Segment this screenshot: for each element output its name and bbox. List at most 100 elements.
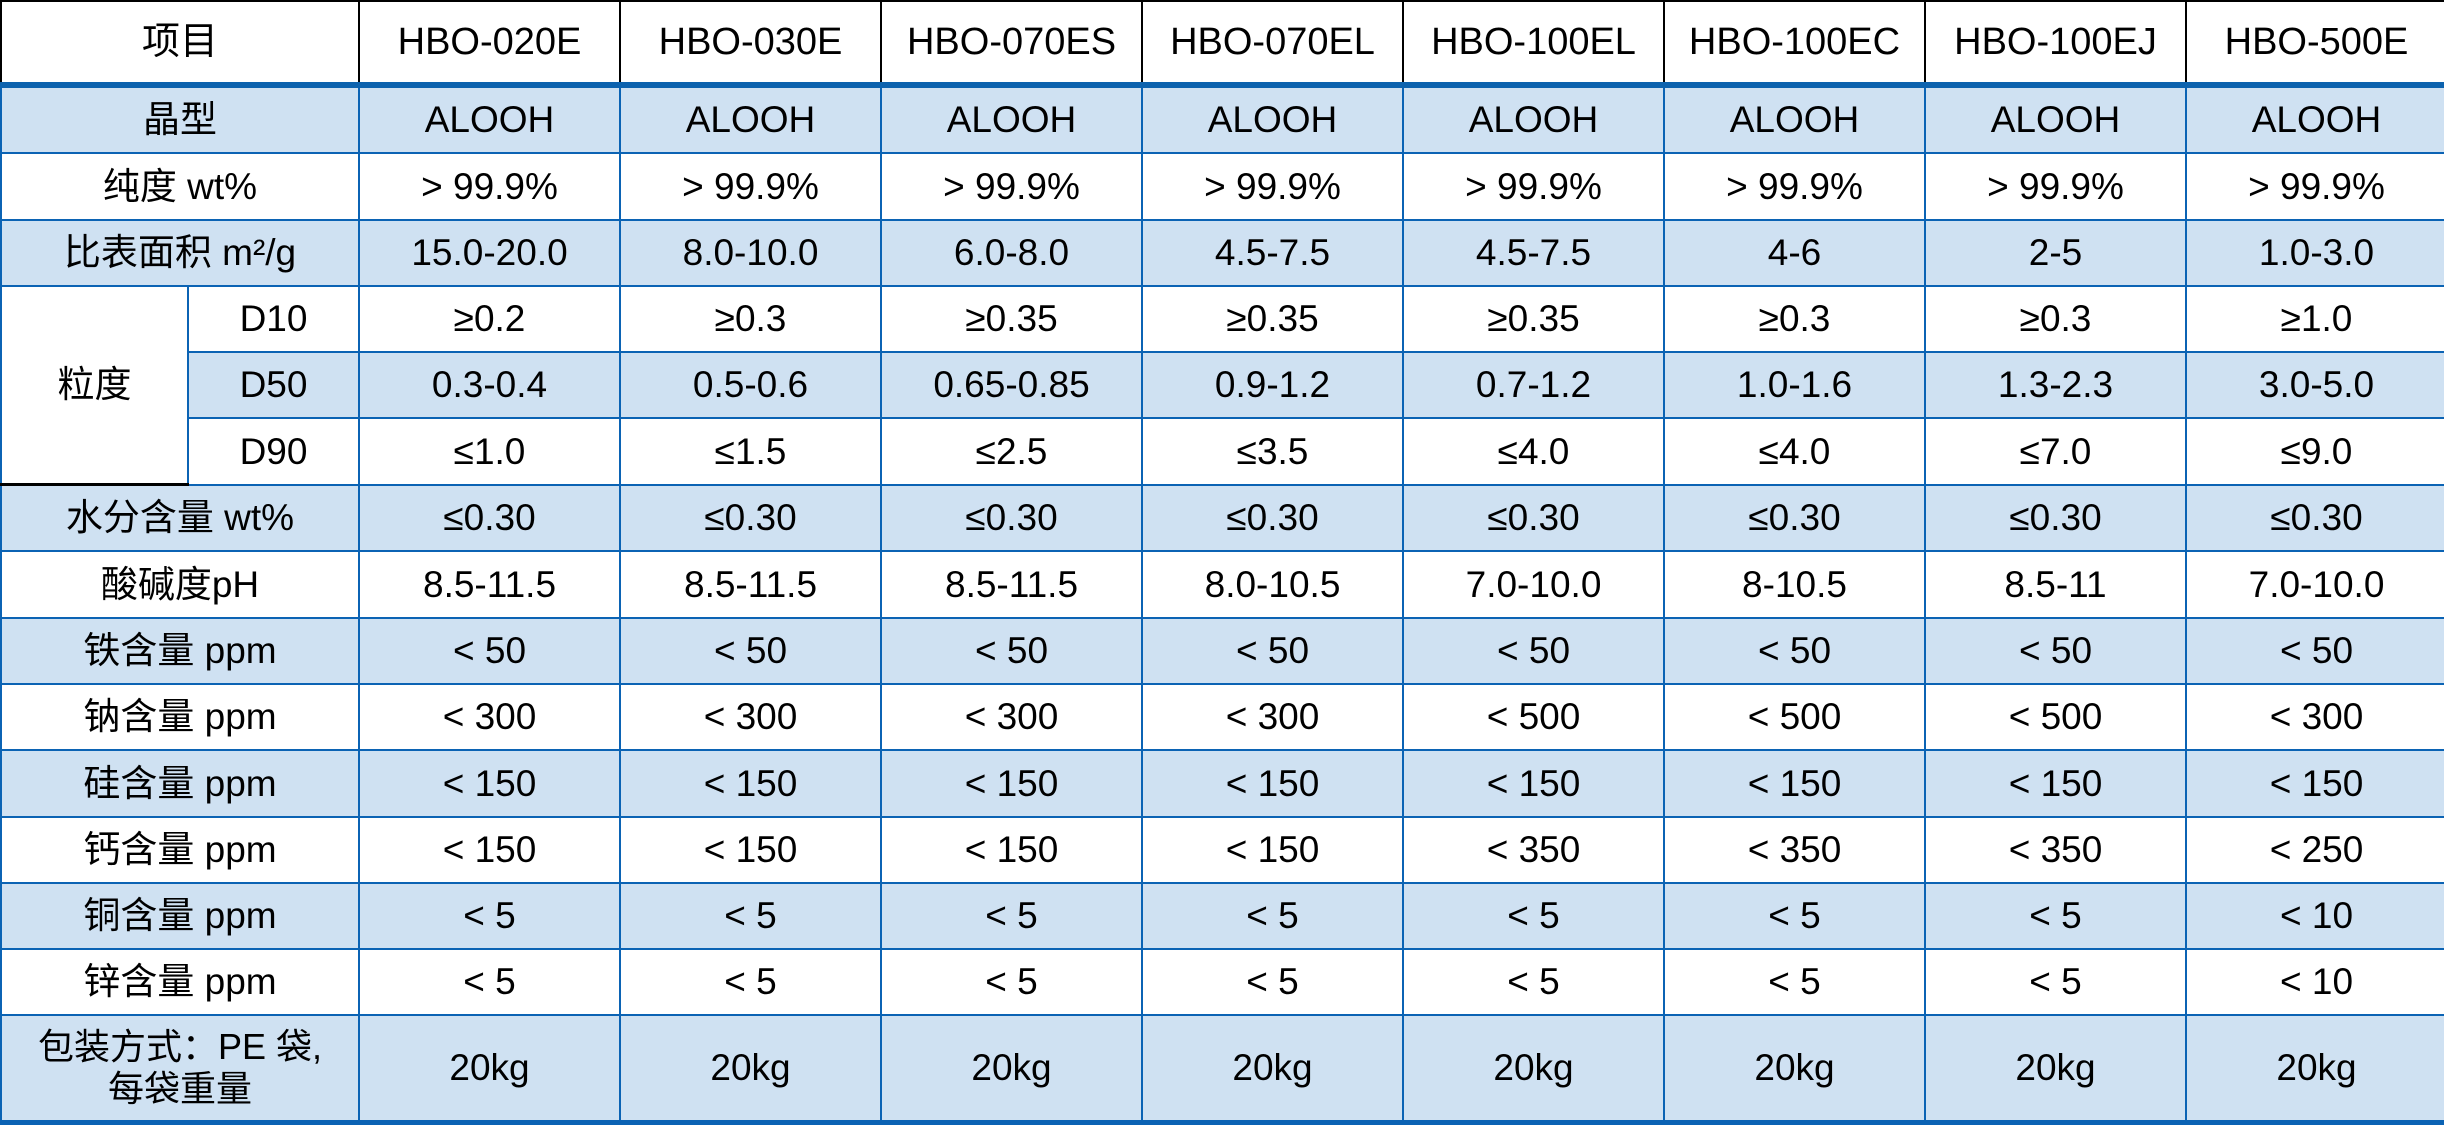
value-cell: < 150 xyxy=(1402,749,1666,818)
value-cell: ≤0.30 xyxy=(2185,483,2444,553)
value-cell: 2-5 xyxy=(1924,218,2188,287)
value-cell: > 99.9% xyxy=(619,152,883,221)
value-cell: ALOOH xyxy=(1924,83,2188,155)
value-cell: < 300 xyxy=(2185,682,2444,752)
value-cell: 1.0-1.6 xyxy=(1663,351,1927,420)
value-cell: < 5 xyxy=(358,881,622,951)
value-cell: < 150 xyxy=(1141,815,1405,884)
value-cell: < 10 xyxy=(2185,881,2444,951)
value-cell: < 50 xyxy=(619,616,883,685)
value-cell: ≤0.30 xyxy=(1924,483,2188,553)
value-cell: ≤0.30 xyxy=(1663,483,1927,553)
value-cell: ≤2.5 xyxy=(880,417,1144,486)
value-cell: ≤0.30 xyxy=(619,483,883,553)
header-cell-product: HBO-100EC xyxy=(1663,0,1927,88)
row-label: 钠含量 ppm xyxy=(0,682,361,752)
value-cell: ≤0.30 xyxy=(880,483,1144,553)
value-cell: < 5 xyxy=(1402,881,1666,951)
value-cell: ≥0.2 xyxy=(358,284,622,354)
row-label: 包装方式：PE 袋, 每袋重量 xyxy=(0,1014,361,1125)
value-cell: 7.0-10.0 xyxy=(1402,550,1666,619)
value-cell: < 150 xyxy=(1141,749,1405,818)
value-cell: < 150 xyxy=(1924,749,2188,818)
value-cell: 20kg xyxy=(1663,1014,1927,1125)
value-cell: < 5 xyxy=(1663,948,1927,1017)
value-cell: < 50 xyxy=(358,616,622,685)
value-cell: 1.3-2.3 xyxy=(1924,351,2188,420)
row-label: 水分含量 wt% xyxy=(0,483,361,553)
header-row: 项目 HBO-020E HBO-030E HBO-070ES HBO-070EL HBO-… xyxy=(0,0,2444,88)
value-cell: ≤7.0 xyxy=(1924,417,2188,486)
table-row: 比表面积 m²/g 15.0-20.0 8.0-10.0 6.0-8.0 4.5-7.5… xyxy=(0,218,2444,287)
value-cell: < 150 xyxy=(358,815,622,884)
table-row: 晶型 ALOOH ALOOH ALOOH ALOOH ALOOH ALOOH ALOOH ALO… xyxy=(0,83,2444,155)
value-cell: < 50 xyxy=(1924,616,2188,685)
value-cell: < 5 xyxy=(619,948,883,1017)
value-cell: 20kg xyxy=(358,1014,622,1125)
row-label: 锌含量 ppm xyxy=(0,948,361,1017)
table-header: 项目 HBO-020E HBO-030E HBO-070ES HBO-070EL HBO-… xyxy=(0,0,2444,88)
value-cell: < 500 xyxy=(1402,682,1666,752)
value-cell: < 50 xyxy=(1663,616,1927,685)
value-cell: < 5 xyxy=(1402,948,1666,1017)
value-cell: ≥0.3 xyxy=(1663,284,1927,354)
value-cell: 20kg xyxy=(880,1014,1144,1125)
value-cell: 4.5-7.5 xyxy=(1402,218,1666,287)
header-cell-product: HBO-070ES xyxy=(880,0,1144,88)
value-cell: > 99.9% xyxy=(1924,152,2188,221)
table-row: D50 0.3-0.4 0.5-0.6 0.65-0.85 0.9-1.2 0.7-1.2… xyxy=(1,351,2444,420)
value-cell: < 5 xyxy=(619,881,883,951)
value-cell: < 5 xyxy=(880,948,1144,1017)
value-cell: 8.5-11.5 xyxy=(880,550,1144,619)
table-body: 晶型 ALOOH ALOOH ALOOH ALOOH ALOOH ALOOH ALOOH ALO… xyxy=(0,83,2444,1125)
value-cell: ≥0.3 xyxy=(619,284,883,354)
value-cell: 1.0-3.0 xyxy=(2185,218,2444,287)
value-cell: 3.0-5.0 xyxy=(2185,351,2444,420)
header-cell-product: HBO-070EL xyxy=(1141,0,1405,88)
value-cell: < 10 xyxy=(2185,948,2444,1017)
table-row: 包装方式：PE 袋, 每袋重量 20kg 20kg 20kg 20kg 20kg 20kg 2… xyxy=(0,1014,2444,1125)
value-cell: ALOOH xyxy=(619,83,883,155)
value-cell: 8.5-11 xyxy=(1924,550,2188,619)
value-cell: 15.0-20.0 xyxy=(358,218,622,287)
value-cell: 20kg xyxy=(1141,1014,1405,1125)
value-cell: < 5 xyxy=(1141,881,1405,951)
value-cell: ALOOH xyxy=(880,83,1144,155)
value-cell: < 250 xyxy=(2185,815,2444,884)
value-cell: < 350 xyxy=(1663,815,1927,884)
value-cell: ≤1.0 xyxy=(358,417,622,486)
value-cell: < 50 xyxy=(880,616,1144,685)
value-cell: ≥0.35 xyxy=(880,284,1144,354)
value-cell: < 150 xyxy=(619,749,883,818)
value-cell: 7.0-10.0 xyxy=(2185,550,2444,619)
value-cell: > 99.9% xyxy=(1141,152,1405,221)
value-cell: 20kg xyxy=(619,1014,883,1125)
value-cell: < 150 xyxy=(619,815,883,884)
value-cell: < 150 xyxy=(2185,749,2444,818)
value-cell: ≤4.0 xyxy=(1663,417,1927,486)
value-cell: ≥1.0 xyxy=(2185,284,2444,354)
group-label-particle-size: 粒度 xyxy=(0,284,189,487)
value-cell: > 99.9% xyxy=(358,152,622,221)
value-cell: < 5 xyxy=(1141,948,1405,1017)
value-cell: ≤9.0 xyxy=(2185,417,2444,486)
row-label: 纯度 wt% xyxy=(0,152,361,221)
value-cell: 20kg xyxy=(1924,1014,2188,1125)
value-cell: ALOOH xyxy=(358,83,622,155)
value-cell: 8.0-10.0 xyxy=(619,218,883,287)
value-cell: < 150 xyxy=(880,815,1144,884)
value-cell: < 50 xyxy=(2185,616,2444,685)
value-cell: 0.9-1.2 xyxy=(1141,351,1405,420)
value-cell: ≤3.5 xyxy=(1141,417,1405,486)
value-cell: < 300 xyxy=(880,682,1144,752)
value-cell: 20kg xyxy=(1402,1014,1666,1125)
table-row: 纯度 wt% > 99.9% > 99.9% > 99.9% > 99.9% > 99.9… xyxy=(0,152,2444,221)
value-cell: ALOOH xyxy=(1402,83,1666,155)
value-cell: 8.0-10.5 xyxy=(1141,550,1405,619)
value-cell: 4.5-7.5 xyxy=(1141,218,1405,287)
value-cell: ≥0.35 xyxy=(1402,284,1666,354)
table-row: D90 ≤1.0 ≤1.5 ≤2.5 ≤3.5 ≤4.0 ≤4.0 ≤7.0 ≤9.0 xyxy=(1,417,2444,486)
row-label: 铜含量 ppm xyxy=(0,881,361,951)
value-cell: < 150 xyxy=(358,749,622,818)
